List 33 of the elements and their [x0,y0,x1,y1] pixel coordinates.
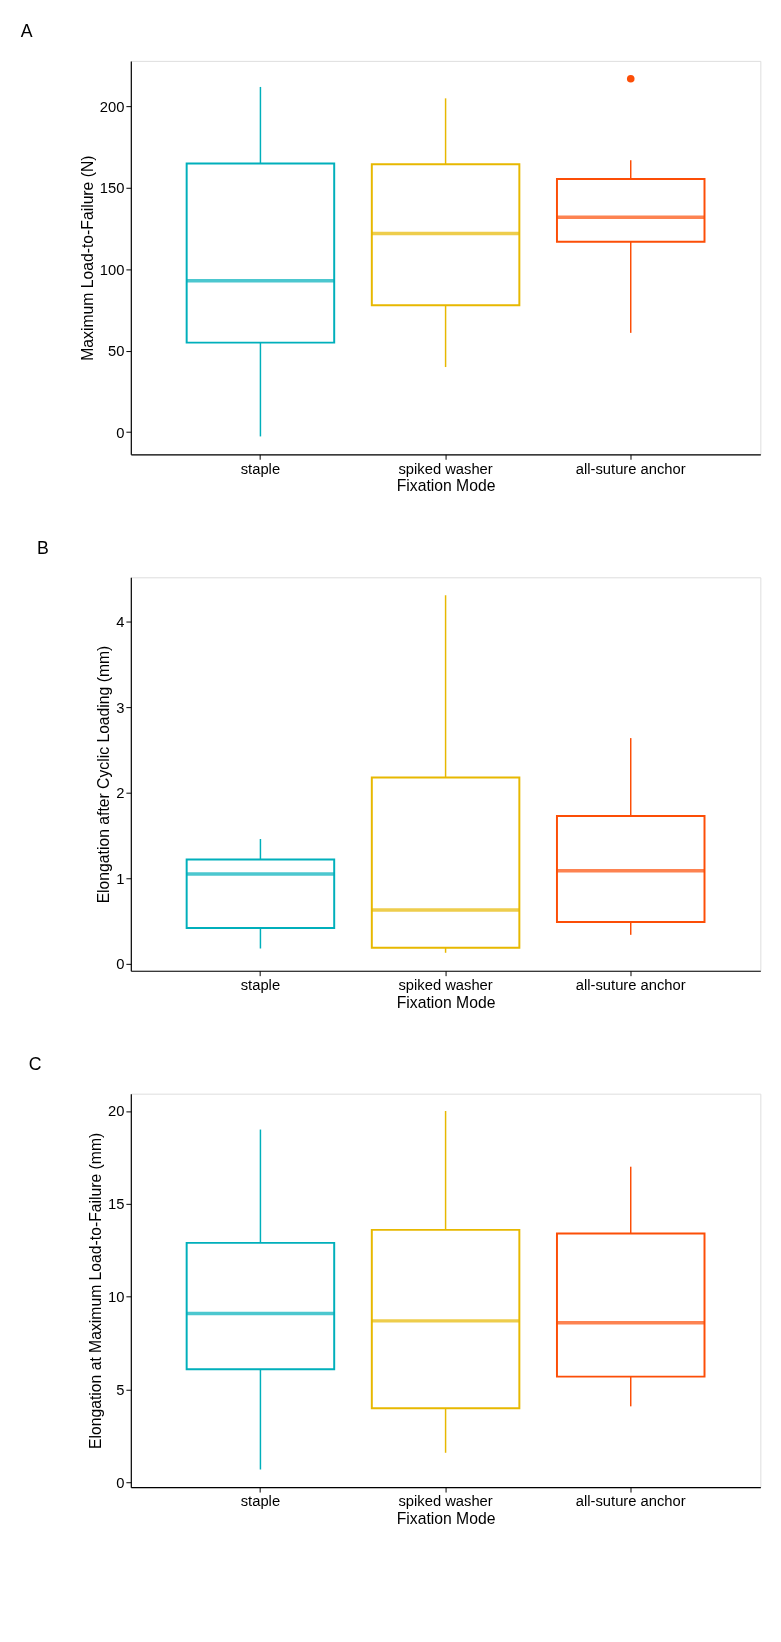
y-tick-label: 5 [116,1382,125,1399]
y-axis-title: Elongation after Cyclic Loading (mm) [95,645,113,904]
y-tick-label: 15 [108,1196,125,1213]
y-tick-label: 150 [99,180,125,197]
x-axis-title: Fixation Mode [396,477,496,495]
y-tick-label: 0 [116,956,125,973]
x-tick-label: all-suture anchor [575,460,686,477]
x-tick-label: spiked washer [398,1493,493,1510]
y-axis-title: Maximum Load-to-Failure (N) [78,155,96,361]
x-tick-label: all-suture anchor [575,1493,686,1510]
y-tick-label: 0 [116,1474,125,1491]
y-tick-label: 100 [99,261,125,278]
y-tick-label: 1 [116,870,125,887]
x-tick-label: staple [240,460,281,477]
x-tick-label: all-suture anchor [575,976,686,993]
x-tick-label: staple [240,1493,281,1510]
y-tick-label: 10 [108,1289,125,1306]
x-tick-label: spiked washer [398,976,493,993]
x-tick-label: spiked washer [398,460,493,477]
chart-title: C [28,1054,42,1075]
y-tick-label: 20 [108,1103,125,1120]
y-tick-label: 2 [116,785,125,802]
y-tick-label: 0 [116,424,125,441]
chart-title: A [20,21,33,42]
x-tick-label: staple [240,976,281,993]
y-axis-title: Elongation at Maximum Load-to-Failure (mm) [87,1132,105,1450]
x-axis-title: Fixation Mode [396,1510,496,1528]
y-tick-label: 200 [99,98,125,115]
y-tick-label: 3 [116,699,125,716]
y-tick-label: 50 [108,343,125,360]
y-tick-label: 4 [116,614,125,631]
x-axis-title: Fixation Mode [396,993,496,1011]
chart-title: B [37,537,49,558]
